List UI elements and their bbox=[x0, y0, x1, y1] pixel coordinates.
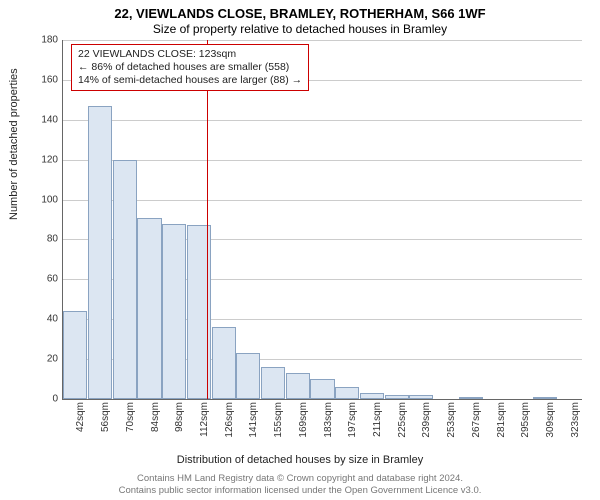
x-tick-label: 323sqm bbox=[570, 399, 581, 438]
subtitle: Size of property relative to detached ho… bbox=[0, 22, 600, 36]
histogram-bar bbox=[261, 367, 285, 399]
annotation-line: 22 VIEWLANDS CLOSE: 123sqm bbox=[78, 48, 302, 61]
x-tick-label: 267sqm bbox=[471, 399, 482, 438]
footer-line-2: Contains public sector information licen… bbox=[119, 485, 482, 496]
y-tick-label: 80 bbox=[28, 234, 58, 245]
histogram-bar bbox=[236, 353, 260, 399]
histogram-bar bbox=[162, 224, 186, 400]
gridline bbox=[63, 200, 582, 201]
y-tick-label: 120 bbox=[28, 154, 58, 165]
x-tick-label: 197sqm bbox=[347, 399, 358, 438]
histogram-bar bbox=[310, 379, 334, 399]
x-tick-label: 84sqm bbox=[150, 399, 161, 432]
annotation-line: 14% of semi-detached houses are larger (… bbox=[78, 74, 302, 87]
x-tick-label: 126sqm bbox=[224, 399, 235, 438]
x-tick-label: 112sqm bbox=[199, 399, 210, 437]
x-tick-label: 56sqm bbox=[100, 399, 111, 432]
x-tick-label: 169sqm bbox=[298, 399, 309, 438]
histogram-bar bbox=[212, 327, 236, 399]
chart-plot-area: 02040608010012014016018042sqm56sqm70sqm8… bbox=[62, 40, 582, 400]
y-tick-label: 180 bbox=[28, 35, 58, 46]
y-tick-label: 0 bbox=[28, 394, 58, 405]
y-tick-label: 40 bbox=[28, 314, 58, 325]
histogram-bar bbox=[286, 373, 310, 399]
histogram-bar bbox=[113, 160, 137, 399]
gridline bbox=[63, 40, 582, 41]
address-title: 22, VIEWLANDS CLOSE, BRAMLEY, ROTHERHAM,… bbox=[0, 6, 600, 21]
y-tick-label: 60 bbox=[28, 274, 58, 285]
y-axis-label: Number of detached properties bbox=[8, 68, 20, 220]
x-tick-label: 183sqm bbox=[323, 399, 334, 438]
x-tick-label: 70sqm bbox=[125, 399, 136, 432]
x-tick-label: 225sqm bbox=[397, 399, 408, 438]
x-axis-label: Distribution of detached houses by size … bbox=[0, 454, 600, 466]
gridline bbox=[63, 120, 582, 121]
annotation-box: 22 VIEWLANDS CLOSE: 123sqm← 86% of detac… bbox=[71, 44, 309, 91]
histogram-bar bbox=[88, 106, 112, 399]
x-tick-label: 211sqm bbox=[372, 399, 383, 437]
gridline bbox=[63, 160, 582, 161]
x-tick-label: 42sqm bbox=[75, 399, 86, 432]
property-marker-line bbox=[207, 40, 208, 399]
x-tick-label: 295sqm bbox=[520, 399, 531, 438]
x-tick-label: 309sqm bbox=[545, 399, 556, 438]
x-tick-label: 141sqm bbox=[248, 399, 259, 438]
footer-line-1: Contains HM Land Registry data © Crown c… bbox=[137, 473, 463, 484]
footer-attribution: Contains HM Land Registry data © Crown c… bbox=[0, 473, 600, 496]
histogram-bar bbox=[335, 387, 359, 399]
x-tick-label: 253sqm bbox=[446, 399, 457, 438]
histogram-bar bbox=[63, 311, 87, 399]
x-tick-label: 281sqm bbox=[496, 399, 507, 438]
x-tick-label: 155sqm bbox=[273, 399, 284, 438]
histogram-bar bbox=[137, 218, 161, 399]
y-tick-label: 140 bbox=[28, 114, 58, 125]
y-tick-label: 20 bbox=[28, 354, 58, 365]
y-tick-label: 160 bbox=[28, 74, 58, 85]
x-tick-label: 239sqm bbox=[421, 399, 432, 438]
annotation-line: ← 86% of detached houses are smaller (55… bbox=[78, 61, 302, 74]
x-tick-label: 98sqm bbox=[174, 399, 185, 432]
y-tick-label: 100 bbox=[28, 194, 58, 205]
